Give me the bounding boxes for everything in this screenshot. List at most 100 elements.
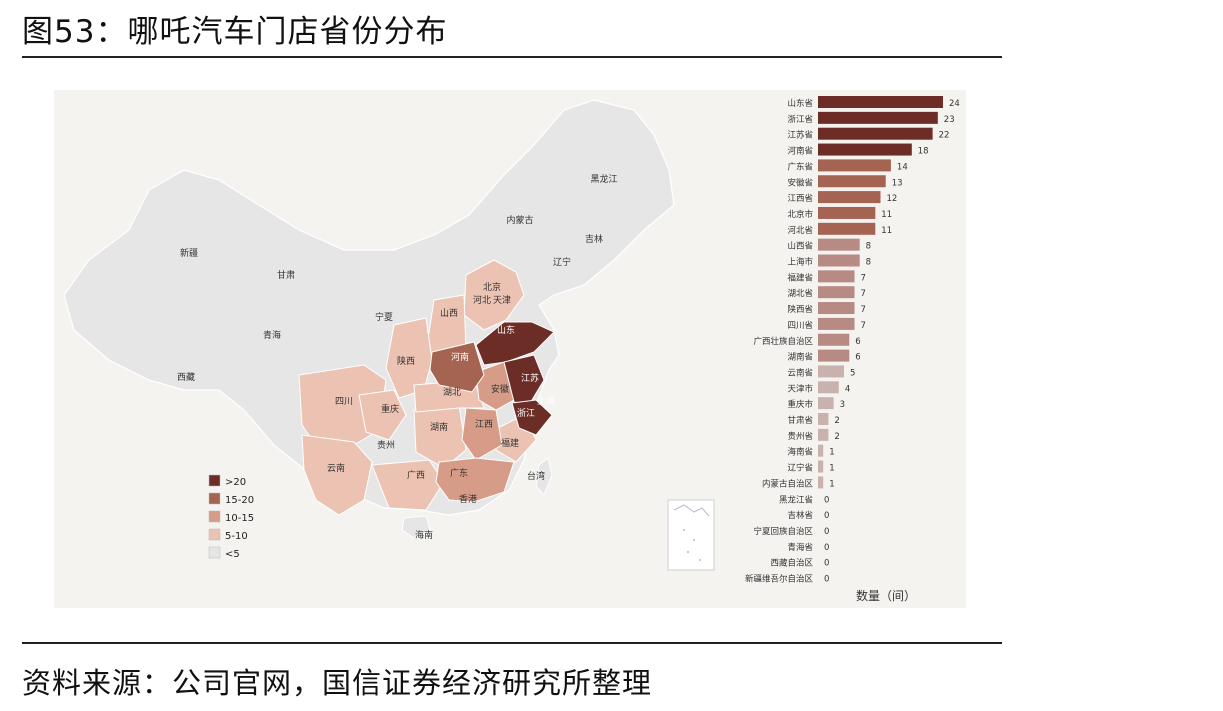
- bar-category-label: 浙江省: [787, 114, 813, 125]
- bar: [818, 175, 886, 188]
- bar-category-label: 重庆市: [787, 399, 813, 410]
- map-region-label: 辽宁: [553, 256, 571, 268]
- bar: [818, 349, 850, 362]
- bar-category-label: 海南省: [787, 447, 813, 458]
- bar-category-label: 山东省: [787, 98, 813, 109]
- bar: [818, 333, 850, 346]
- legend-label: >20: [225, 477, 246, 488]
- bar-value-label: 7: [860, 273, 865, 283]
- bar-category-label: 湖南省: [787, 352, 813, 363]
- bar-value-label: 18: [918, 147, 929, 157]
- bar: [818, 397, 834, 410]
- legend-swatch: [208, 546, 221, 559]
- bar-value-label: 13: [892, 178, 903, 188]
- bar-category-label: 福建省: [787, 272, 813, 283]
- map-region-guangxi: [371, 459, 445, 511]
- bar: [818, 444, 824, 457]
- bar-category-label: 河南省: [787, 146, 813, 157]
- bar-value-label: 7: [860, 321, 865, 331]
- bar-category-label: 黑龙江省: [779, 494, 814, 505]
- bar-value-label: 0: [824, 511, 829, 521]
- map-region-label: 河北: [473, 294, 491, 306]
- page-title: 图53：哪吒汽车门店省份分布: [22, 14, 448, 50]
- bar-value-label: 2: [834, 416, 839, 426]
- map-region-label: 吉林: [585, 233, 603, 245]
- source-note: 资料来源：公司官网，国信证券经济研究所整理: [22, 666, 653, 700]
- legend-label: <5: [225, 549, 240, 560]
- bar-chart-xlabel: 数量（间）: [856, 588, 916, 603]
- map-region-label: 海南: [415, 529, 433, 541]
- bar-value-label: 11: [881, 226, 892, 236]
- map-region-label: 江苏: [521, 372, 539, 384]
- map-region-henan: [429, 341, 485, 393]
- south-china-sea-inset: [667, 499, 715, 571]
- map-region-label: 重庆: [381, 403, 399, 415]
- bar-value-label: 6: [855, 337, 860, 347]
- map-region-jiangxi: [461, 407, 503, 461]
- bar-category-label: 云南省: [787, 367, 813, 378]
- bar-category-label: 广西壮族自治区: [753, 336, 813, 347]
- bar-value-label: 6: [855, 353, 860, 363]
- map-region-label: 福建: [501, 437, 519, 449]
- bar-category-label: 山西省: [787, 241, 813, 252]
- map-region-label: 山东: [497, 324, 515, 336]
- bar-value-label: 4: [845, 384, 850, 394]
- title-divider: [22, 56, 1002, 58]
- bar: [818, 254, 860, 267]
- bar: [818, 127, 933, 140]
- bar: [818, 111, 938, 124]
- map-region-label: 河南: [451, 351, 469, 363]
- bar-value-label: 23: [944, 115, 955, 125]
- bar-value-label: 0: [824, 575, 829, 585]
- map-region-hainan: [401, 515, 431, 539]
- bar-value-label: 0: [824, 527, 829, 537]
- bar-category-label: 四川省: [787, 320, 813, 331]
- bar: [818, 381, 839, 394]
- legend-label: 10-15: [225, 513, 254, 524]
- bar-category-label: 贵州省: [787, 431, 813, 442]
- bar: [818, 206, 876, 219]
- map-region-label: 西藏: [177, 371, 195, 383]
- map-region-label: 台湾: [527, 470, 545, 482]
- bar-value-label: 8: [866, 258, 871, 268]
- bar-category-label: 天津市: [787, 383, 813, 394]
- map-region-shandong: [475, 321, 555, 366]
- map-region-chongqing: [358, 389, 407, 441]
- map-region-label: 上海: [537, 395, 555, 407]
- map-region-label: 湖北: [443, 387, 461, 398]
- bar: [818, 286, 855, 299]
- map-region-beijing-tianjin-hebei: [463, 259, 525, 331]
- bar-category-label: 宁夏回族自治区: [753, 526, 813, 537]
- legend-swatch: [208, 510, 221, 523]
- bar: [818, 428, 829, 441]
- map-region-jiangsu: [503, 354, 545, 406]
- bar-value-label: 7: [860, 305, 865, 315]
- bar-value-label: 0: [824, 543, 829, 553]
- map-region-label: 天津: [493, 295, 511, 306]
- bar-category-label: 新疆维吾尔自治区: [745, 574, 814, 585]
- map-region-anhui: [475, 361, 515, 411]
- map-legend: >20 15-20 10-15 5-10 <5: [208, 474, 254, 560]
- bar: [818, 476, 824, 489]
- bar-category-label: 甘肃省: [787, 415, 813, 426]
- bar: [818, 191, 881, 204]
- bar-value-label: 22: [939, 131, 950, 141]
- bar-category-label: 辽宁省: [787, 463, 813, 474]
- bar-category-label: 河北省: [787, 225, 813, 236]
- legend-swatch: [208, 492, 221, 505]
- bar-value-label: 0: [824, 495, 829, 505]
- map-region-label: 山西: [440, 308, 458, 319]
- map-region-label: 甘肃: [277, 269, 295, 281]
- legend-swatch: [208, 474, 221, 487]
- map-region-label: 青海: [263, 329, 281, 341]
- bar-category-label: 北京市: [787, 209, 813, 220]
- legend-swatch: [208, 528, 221, 541]
- bar-value-label: 5: [850, 368, 855, 378]
- map-region-guangdong: [435, 457, 515, 503]
- bar-category-label: 西藏自治区: [770, 558, 813, 569]
- map-region-label: 云南: [327, 462, 345, 474]
- bar: [818, 143, 912, 156]
- source-divider: [22, 642, 1002, 644]
